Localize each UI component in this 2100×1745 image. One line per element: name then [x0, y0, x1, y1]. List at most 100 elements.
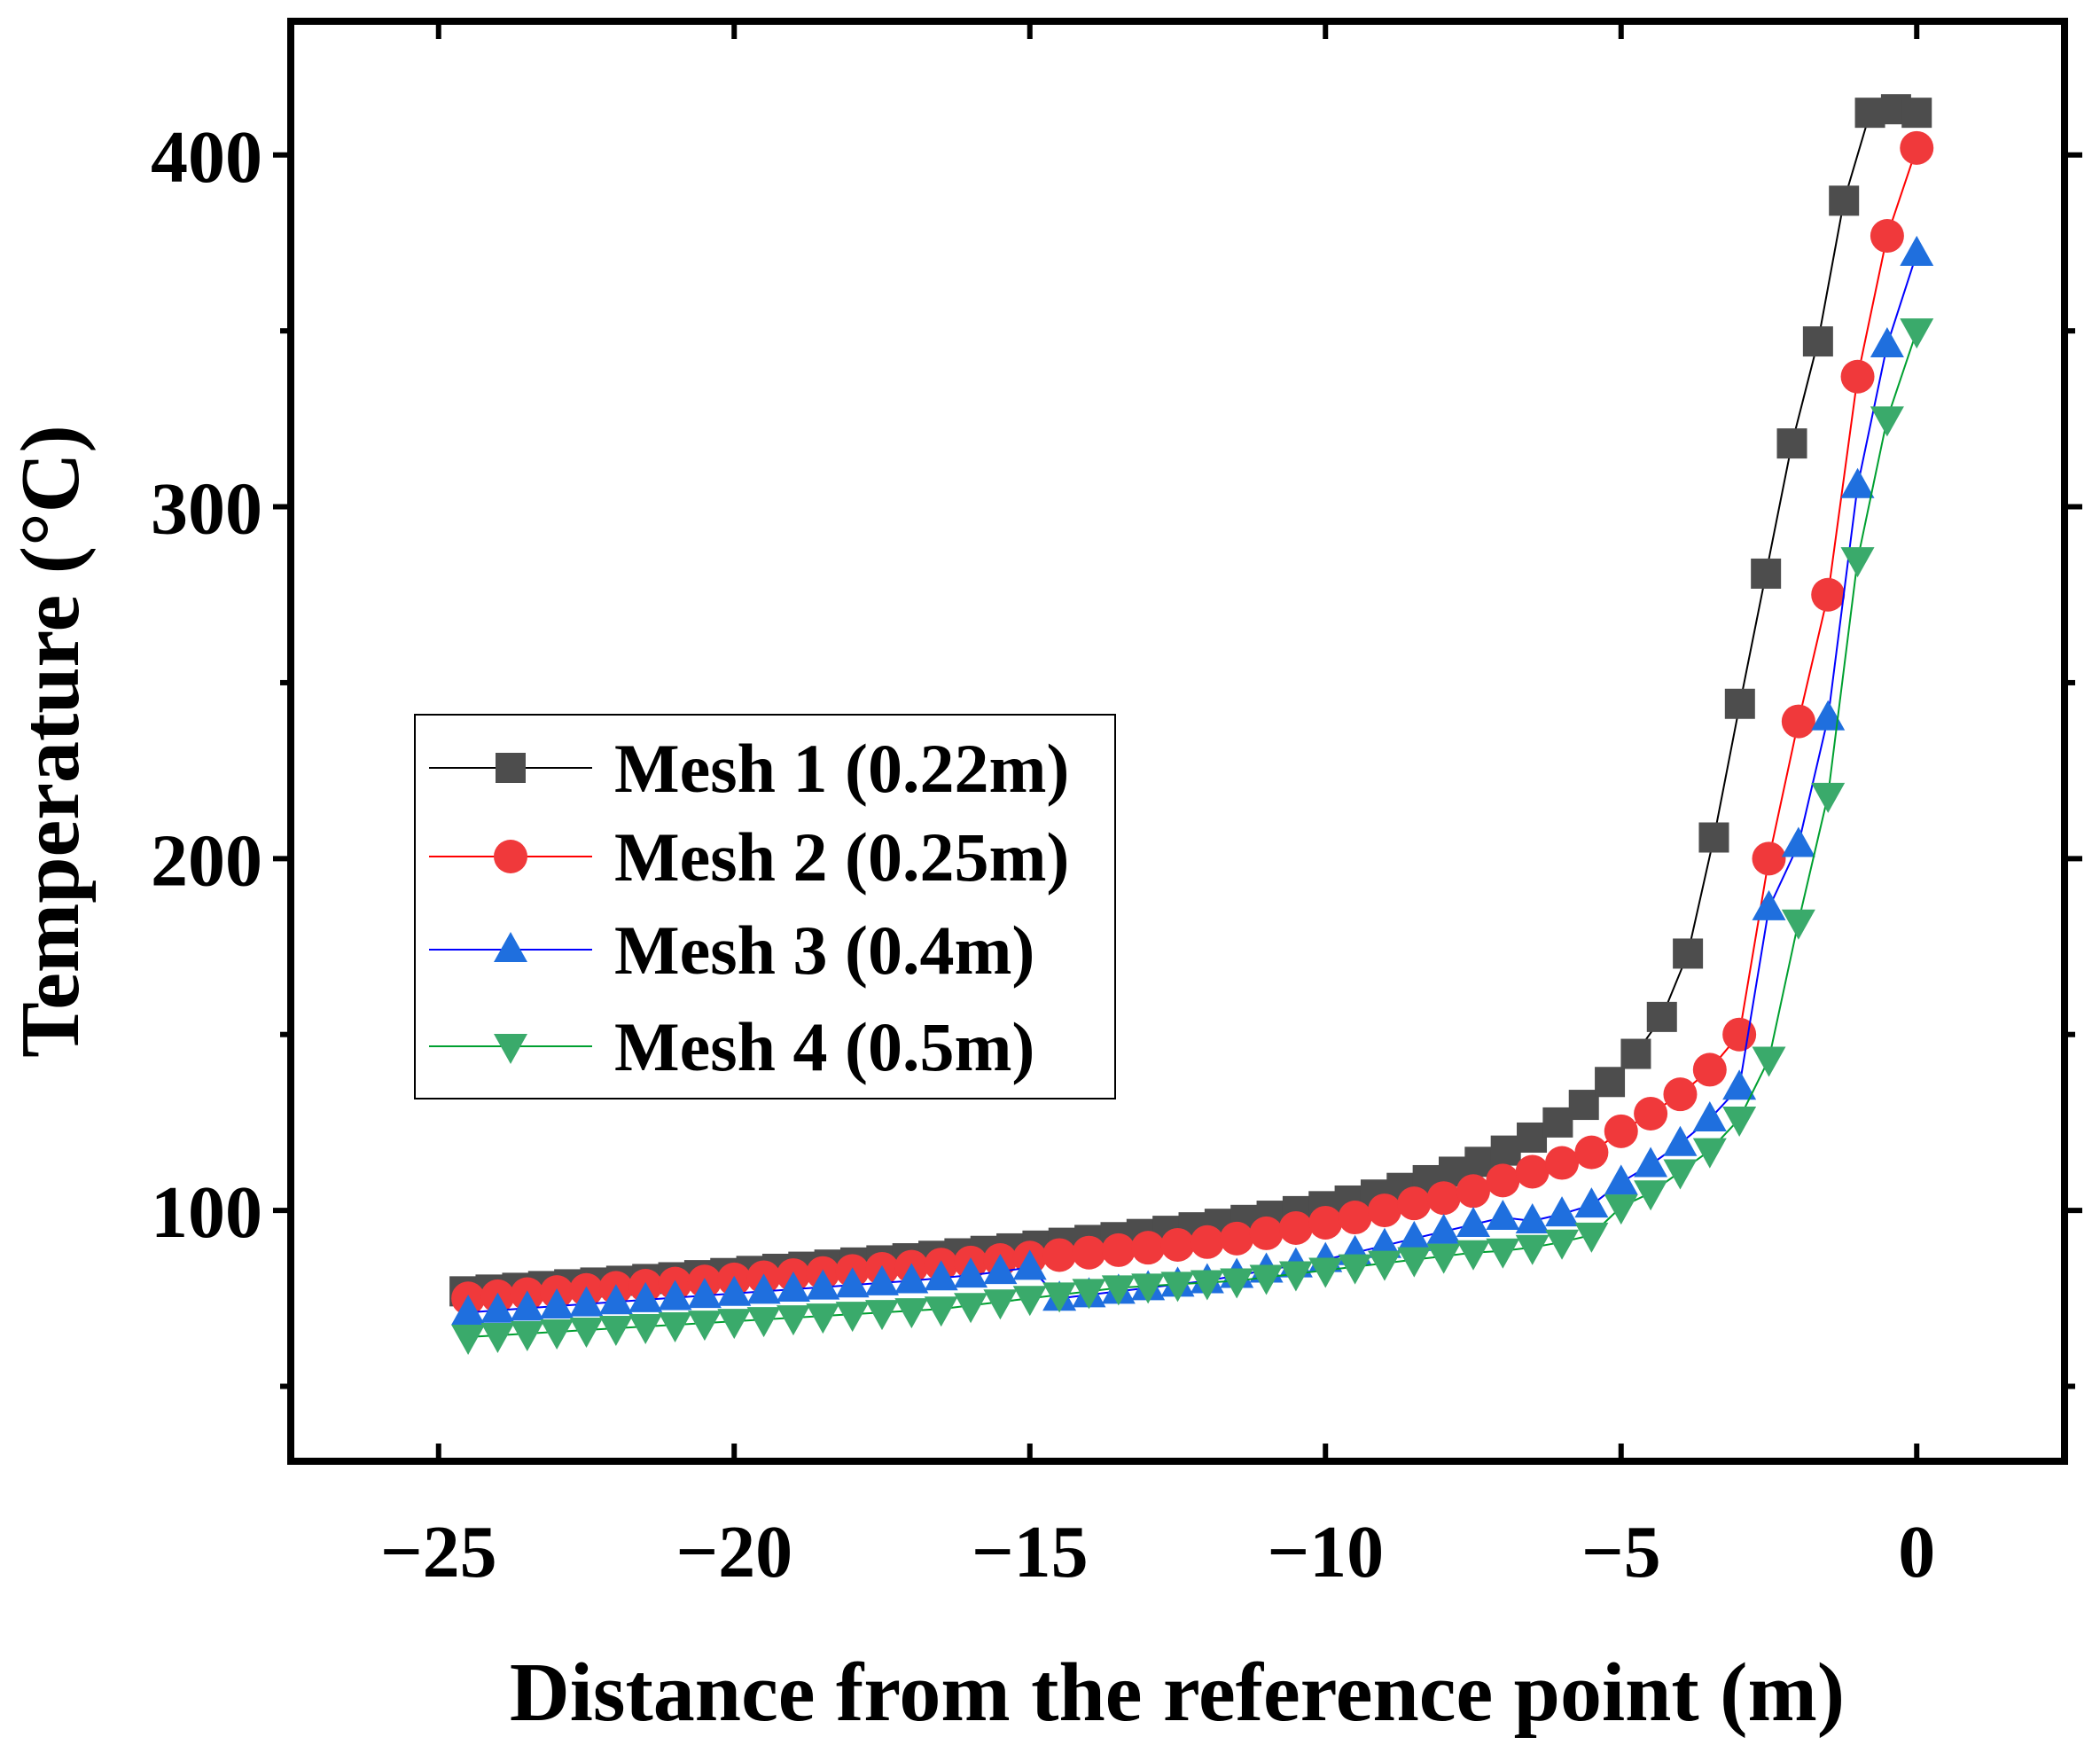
data-point-mesh-4 — [1634, 1180, 1668, 1211]
data-point-mesh-3 — [865, 1264, 899, 1295]
data-point-mesh-4 — [1663, 1159, 1698, 1190]
data-point-mesh-4 — [1722, 1106, 1757, 1137]
data-point-mesh-4 — [1456, 1240, 1490, 1271]
data-point-mesh-3 — [746, 1273, 781, 1304]
data-point-mesh-1 — [1854, 98, 1885, 129]
data-point-mesh-4 — [687, 1311, 722, 1342]
legend-item-mesh-4: Mesh 4 (0.5m) — [429, 1008, 1034, 1085]
data-point-mesh-1 — [1829, 185, 1860, 216]
data-point-mesh-3 — [1012, 1249, 1047, 1280]
data-point-mesh-3 — [1722, 1069, 1757, 1100]
data-point-mesh-1 — [1751, 558, 1782, 589]
data-point-mesh-2 — [1308, 1205, 1343, 1240]
data-point-mesh-3 — [1367, 1227, 1401, 1258]
data-point-mesh-2 — [1042, 1238, 1077, 1272]
data-point-mesh-2 — [1840, 359, 1875, 394]
legend-marker-mesh-2 — [494, 840, 527, 873]
data-point-mesh-2 — [1426, 1181, 1461, 1216]
data-point-mesh-4 — [1042, 1282, 1077, 1313]
data-point-mesh-4 — [1101, 1275, 1136, 1306]
data-point-mesh-4 — [1692, 1138, 1727, 1169]
data-point-mesh-4 — [746, 1307, 781, 1338]
data-point-mesh-4 — [1012, 1286, 1047, 1317]
data-point-mesh-3 — [510, 1290, 544, 1321]
data-point-mesh-4 — [569, 1318, 604, 1349]
data-point-mesh-4 — [1426, 1243, 1461, 1274]
data-point-mesh-4 — [1160, 1272, 1195, 1303]
legend-label-mesh-1: Mesh 1 (0.22m) — [614, 730, 1069, 807]
data-point-mesh-4 — [1486, 1238, 1520, 1269]
data-point-mesh-3 — [628, 1281, 663, 1312]
data-point-mesh-4 — [776, 1305, 810, 1336]
data-point-mesh-4 — [1131, 1273, 1166, 1304]
data-point-mesh-2 — [1604, 1114, 1638, 1148]
data-point-mesh-2 — [1220, 1221, 1254, 1256]
data-point-mesh-1 — [1776, 428, 1807, 459]
y-tick-label: 200 — [151, 819, 262, 902]
data-point-mesh-3 — [1574, 1187, 1609, 1218]
data-point-mesh-4 — [1900, 318, 1934, 349]
data-point-mesh-1 — [1568, 1090, 1599, 1121]
data-point-mesh-4 — [598, 1316, 633, 1347]
legend-item-mesh-3: Mesh 3 (0.4m) — [429, 912, 1034, 989]
data-point-mesh-2 — [1545, 1146, 1580, 1180]
data-point-mesh-1 — [1698, 822, 1729, 853]
data-point-mesh-2 — [1456, 1174, 1490, 1209]
x-tick-label: −15 — [972, 1511, 1089, 1593]
data-point-mesh-3 — [1634, 1146, 1668, 1178]
data-point-mesh-1 — [1542, 1107, 1573, 1138]
data-point-mesh-3 — [1840, 467, 1875, 498]
data-point-mesh-3 — [1663, 1125, 1698, 1156]
data-point-mesh-4 — [1604, 1194, 1638, 1225]
data-point-mesh-4 — [1367, 1250, 1401, 1281]
data-point-mesh-4 — [835, 1302, 870, 1333]
data-point-mesh-3 — [835, 1267, 870, 1298]
data-point-mesh-1 — [1673, 938, 1704, 969]
series-mesh-4 — [451, 318, 1934, 1355]
data-point-mesh-3 — [658, 1279, 692, 1311]
data-point-mesh-2 — [1249, 1216, 1284, 1250]
data-point-mesh-4 — [658, 1312, 692, 1343]
data-point-mesh-4 — [1249, 1264, 1284, 1295]
data-point-mesh-4 — [1190, 1270, 1224, 1301]
data-point-mesh-1 — [1490, 1135, 1521, 1166]
data-point-mesh-3 — [776, 1271, 810, 1302]
axis-layer: −25 −20 −15 −10 −5 0 100 200 300 400 — [151, 21, 2082, 1593]
data-point-mesh-4 — [983, 1289, 1018, 1320]
data-point-mesh-4 — [1781, 909, 1815, 940]
data-point-mesh-4 — [954, 1293, 988, 1324]
data-point-mesh-3 — [1604, 1164, 1638, 1195]
data-point-mesh-2 — [1900, 130, 1934, 165]
x-tick-label: −5 — [1581, 1511, 1661, 1593]
data-point-mesh-2 — [1101, 1232, 1136, 1267]
data-point-mesh-4 — [1072, 1279, 1106, 1310]
data-point-mesh-2 — [1338, 1201, 1372, 1235]
data-point-mesh-2 — [1634, 1096, 1668, 1131]
data-point-mesh-3 — [894, 1263, 929, 1294]
legend-marker-mesh-4 — [494, 1034, 527, 1064]
data-point-mesh-4 — [1278, 1261, 1313, 1292]
data-point-mesh-1 — [1802, 326, 1833, 357]
data-point-mesh-3 — [540, 1288, 574, 1319]
data-point-mesh-4 — [894, 1298, 929, 1329]
data-point-mesh-3 — [569, 1286, 604, 1317]
legend-label-mesh-4: Mesh 4 (0.5m) — [614, 1008, 1034, 1085]
data-point-mesh-1 — [1620, 1038, 1651, 1069]
data-point-mesh-4 — [540, 1319, 574, 1350]
data-point-mesh-1 — [1901, 98, 1932, 129]
data-point-mesh-2 — [1574, 1135, 1609, 1170]
y-tick-label: 300 — [151, 468, 262, 551]
data-point-mesh-3 — [1752, 889, 1786, 920]
x-tick-label: 0 — [1898, 1511, 1935, 1593]
data-point-mesh-4 — [1397, 1247, 1432, 1278]
data-point-mesh-4 — [510, 1320, 544, 1351]
data-point-mesh-4 — [628, 1314, 663, 1345]
data-point-mesh-4 — [1840, 547, 1875, 578]
data-point-mesh-3 — [1692, 1100, 1727, 1131]
legend-item-mesh-2: Mesh 2 (0.25m) — [429, 818, 1069, 896]
data-point-mesh-4 — [806, 1303, 840, 1334]
y-tick-label: 100 — [151, 1171, 262, 1254]
legend: Mesh 1 (0.22m) Mesh 2 (0.25m) Mesh 3 (0.4m… — [414, 714, 1116, 1099]
data-point-mesh-3 — [983, 1254, 1018, 1285]
